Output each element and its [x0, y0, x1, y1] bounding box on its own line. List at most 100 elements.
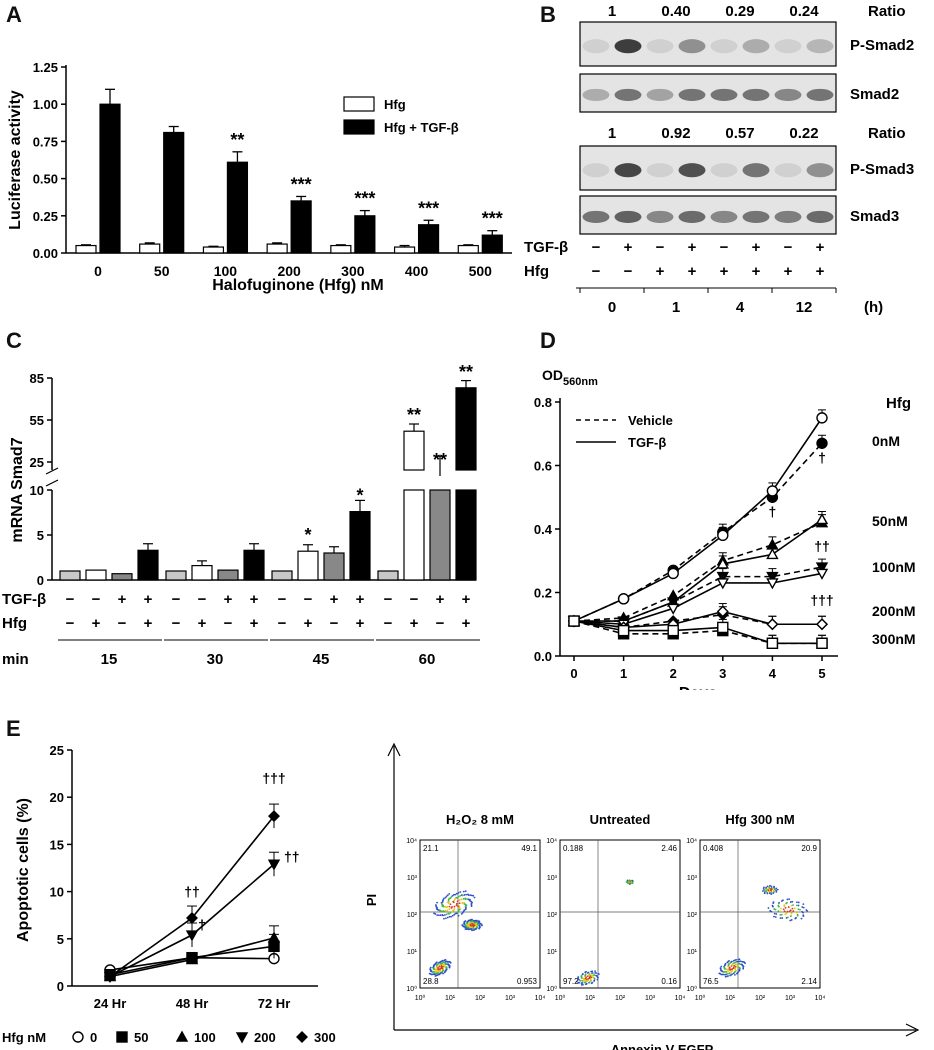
- bar: [297, 550, 319, 581]
- ratio-value: 0.92: [661, 125, 690, 142]
- y-tick-label: 10: [30, 483, 44, 498]
- axis-break: [45, 479, 59, 487]
- quadrant-value: 97.2: [563, 977, 579, 986]
- flow-plot-frame: [559, 839, 681, 989]
- y-tick-label: 10: [50, 885, 64, 900]
- flow-dot: [776, 888, 779, 891]
- flow-dot: [458, 906, 461, 909]
- blot-band: [678, 163, 706, 178]
- flow-dot: [457, 895, 460, 898]
- flow-dot: [737, 971, 740, 973]
- flow-dot: [770, 893, 773, 895]
- flow-dot: [790, 904, 793, 907]
- blot-band: [646, 210, 674, 223]
- flow-dot: [453, 905, 456, 908]
- bar: [163, 131, 185, 254]
- flow-dot: [465, 893, 468, 896]
- flow-dot: [445, 917, 447, 920]
- chart-title-subscript: 560nm: [563, 376, 598, 388]
- flow-dot: [797, 908, 800, 911]
- flow-dot: [724, 970, 727, 973]
- data-point: [104, 970, 116, 983]
- flow-dot: [474, 923, 477, 925]
- tgf-sign: −: [384, 591, 393, 608]
- hfg-sign: +: [92, 615, 101, 632]
- dose-label: 300nM: [872, 631, 916, 647]
- flow-dot: [728, 966, 731, 969]
- flow-dot: [796, 901, 798, 904]
- flow-dot: [470, 894, 473, 897]
- hfg-sign: +: [462, 615, 471, 632]
- data-point: [617, 624, 630, 637]
- significance-mark: ***: [482, 209, 503, 229]
- flow-y-tick: 10²: [407, 912, 418, 919]
- blot-row-label: Smad2: [850, 86, 899, 103]
- flow-dot: [778, 905, 780, 908]
- flow-dot: [594, 970, 597, 973]
- flow-dot: [461, 924, 464, 927]
- flow-dot: [462, 890, 465, 893]
- tgf-sign: −: [784, 239, 793, 256]
- flow-dot: [722, 973, 725, 976]
- flow-dot: [726, 973, 729, 975]
- flow-dot: [439, 909, 442, 912]
- flow-dot: [789, 919, 792, 922]
- flow-dot: [472, 894, 475, 897]
- flow-dot: [726, 970, 729, 973]
- blot-band: [678, 210, 706, 223]
- flow-dot: [729, 971, 732, 974]
- hfg-sign: +: [198, 615, 207, 632]
- flow-dot: [775, 887, 778, 890]
- flow-x-tick: 10⁴: [675, 995, 686, 1002]
- flow-dot: [581, 982, 584, 984]
- hfg-sign: −: [330, 615, 339, 632]
- blot-band: [742, 39, 770, 54]
- hfg-sign: −: [224, 615, 233, 632]
- hfg-sign: +: [144, 615, 153, 632]
- tgf-sign: +: [624, 239, 633, 256]
- flow-dot: [731, 973, 734, 976]
- flow-dot: [733, 970, 736, 973]
- flow-dot: [584, 979, 587, 981]
- flow-dot: [449, 903, 452, 906]
- significance-mark: ***: [291, 174, 312, 194]
- flow-dot: [463, 903, 466, 905]
- flow-y-tick: 10⁴: [406, 838, 417, 845]
- flow-dot: [768, 886, 771, 889]
- bar: [393, 246, 416, 254]
- flow-dot: [790, 912, 793, 915]
- y-tick-label: 1.00: [33, 97, 58, 112]
- flow-dot: [437, 909, 440, 912]
- flow-dot: [739, 963, 742, 966]
- flow-dot: [434, 913, 437, 915]
- bar: [457, 244, 479, 254]
- y-tick-label: 20: [50, 790, 64, 805]
- series-line: [574, 566, 823, 622]
- tgf-sign: −: [410, 591, 419, 608]
- x-tick-label: 3: [719, 666, 726, 681]
- flow-dot: [473, 919, 476, 922]
- blot-band: [742, 163, 770, 178]
- flow-dot: [454, 897, 457, 900]
- bar: [191, 565, 213, 581]
- data-point: [766, 547, 779, 560]
- flow-dot: [461, 894, 464, 897]
- flow-dot: [801, 910, 804, 913]
- flow-dot: [783, 910, 786, 913]
- quadrant-value: 28.8: [423, 977, 439, 986]
- flow-dot: [463, 922, 466, 925]
- flow-dot: [438, 968, 440, 971]
- flow-dot: [429, 966, 432, 969]
- legend-label: 100: [194, 1030, 216, 1045]
- ratio-value: 1: [608, 3, 616, 20]
- flow-dot: [801, 906, 804, 908]
- flow-dot: [727, 975, 729, 977]
- flow-y-tick: 10³: [687, 875, 698, 882]
- y-axis-label: PI: [364, 894, 379, 906]
- flow-dot: [451, 910, 453, 913]
- flow-dot: [766, 892, 769, 895]
- group-label: 15: [101, 651, 118, 668]
- ratio-label: Ratio: [868, 3, 906, 20]
- x-tick-label: 100: [214, 263, 238, 279]
- flow-dot: [744, 962, 746, 965]
